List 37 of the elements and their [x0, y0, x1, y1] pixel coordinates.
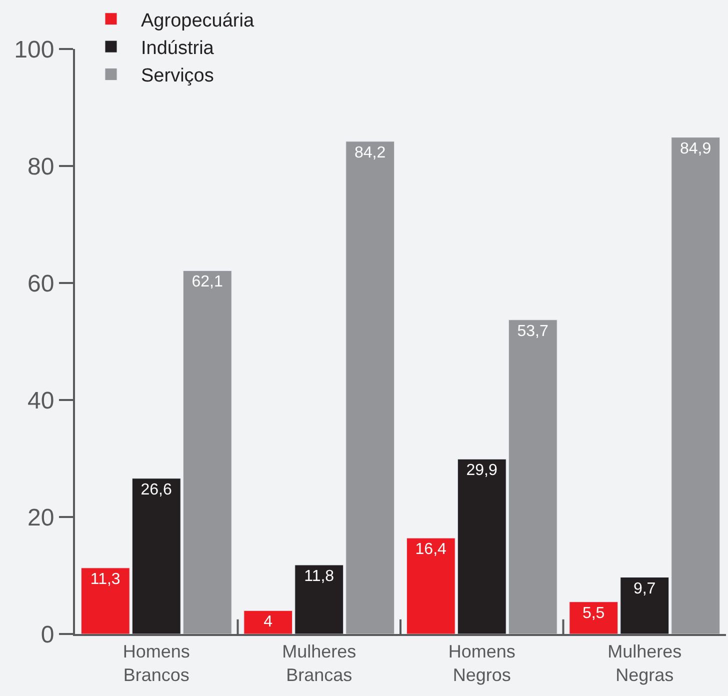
data-label: 9,7 [633, 580, 656, 598]
x-tick-label: Homens Negros [448, 642, 516, 685]
data-label: 4 [264, 614, 273, 631]
data-label: 84,9 [680, 140, 712, 158]
bar [132, 478, 181, 634]
legend-label: Serviços [141, 66, 214, 87]
y-tick-label: 20 [27, 504, 54, 532]
y-tick-label: 100 [14, 36, 54, 64]
bar [569, 602, 618, 634]
y-tick-label: 60 [27, 270, 54, 298]
bar [508, 320, 558, 634]
x-tick-label: Homens Brancos [122, 642, 190, 685]
bar [406, 538, 456, 634]
data-label: 62,1 [192, 274, 223, 291]
x-tick-label: Mulheres Negras [608, 642, 682, 685]
data-label: 11,8 [304, 568, 334, 585]
data-label: 5,5 [582, 604, 605, 622]
bar [294, 564, 344, 634]
bar [346, 141, 395, 634]
data-label: 16,4 [415, 541, 446, 558]
data-label: 11,3 [90, 570, 120, 588]
y-tick-label: 40 [27, 387, 54, 414]
legend-label: Agropecuária [141, 10, 254, 32]
legend-label: Indústria [141, 38, 214, 59]
data-label: 84,2 [354, 144, 386, 162]
y-tick-label: 80 [27, 153, 54, 180]
y-tick-label: 0 [40, 621, 54, 648]
bar [457, 458, 506, 634]
x-tick-label: Mulheres Brancas [282, 642, 356, 685]
data-label: 26,6 [140, 481, 172, 498]
data-label: 53,7 [517, 322, 548, 340]
bar [182, 270, 232, 634]
bar [620, 577, 670, 634]
bar [244, 610, 293, 634]
bar [671, 137, 720, 634]
data-label: 29,9 [466, 462, 498, 480]
bar [80, 568, 130, 634]
